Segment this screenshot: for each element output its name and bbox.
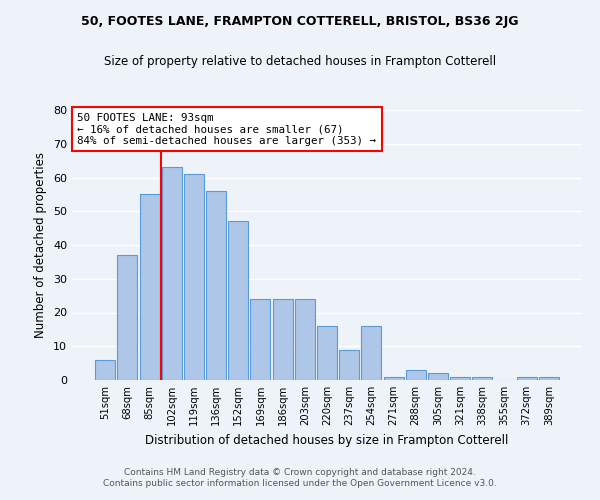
Bar [406, 370, 426, 380]
Bar [383, 376, 404, 380]
Bar [206, 191, 226, 380]
Bar [184, 174, 204, 380]
Bar [162, 168, 182, 380]
Bar [472, 376, 492, 380]
Text: Size of property relative to detached houses in Frampton Cotterell: Size of property relative to detached ho… [104, 55, 496, 68]
Text: 50, FOOTES LANE, FRAMPTON COTTERELL, BRISTOL, BS36 2JG: 50, FOOTES LANE, FRAMPTON COTTERELL, BRI… [81, 15, 519, 28]
Bar [118, 255, 137, 380]
Text: 50 FOOTES LANE: 93sqm
← 16% of detached houses are smaller (67)
84% of semi-deta: 50 FOOTES LANE: 93sqm ← 16% of detached … [77, 112, 376, 146]
Bar [317, 326, 337, 380]
Bar [228, 222, 248, 380]
Bar [539, 376, 559, 380]
Bar [450, 376, 470, 380]
Bar [272, 299, 293, 380]
Bar [428, 373, 448, 380]
Bar [339, 350, 359, 380]
Bar [295, 299, 315, 380]
X-axis label: Distribution of detached houses by size in Frampton Cotterell: Distribution of detached houses by size … [145, 434, 509, 446]
Bar [517, 376, 536, 380]
Bar [361, 326, 382, 380]
Y-axis label: Number of detached properties: Number of detached properties [34, 152, 47, 338]
Text: Contains HM Land Registry data © Crown copyright and database right 2024.
Contai: Contains HM Land Registry data © Crown c… [103, 468, 497, 487]
Bar [140, 194, 160, 380]
Bar [95, 360, 115, 380]
Bar [250, 299, 271, 380]
